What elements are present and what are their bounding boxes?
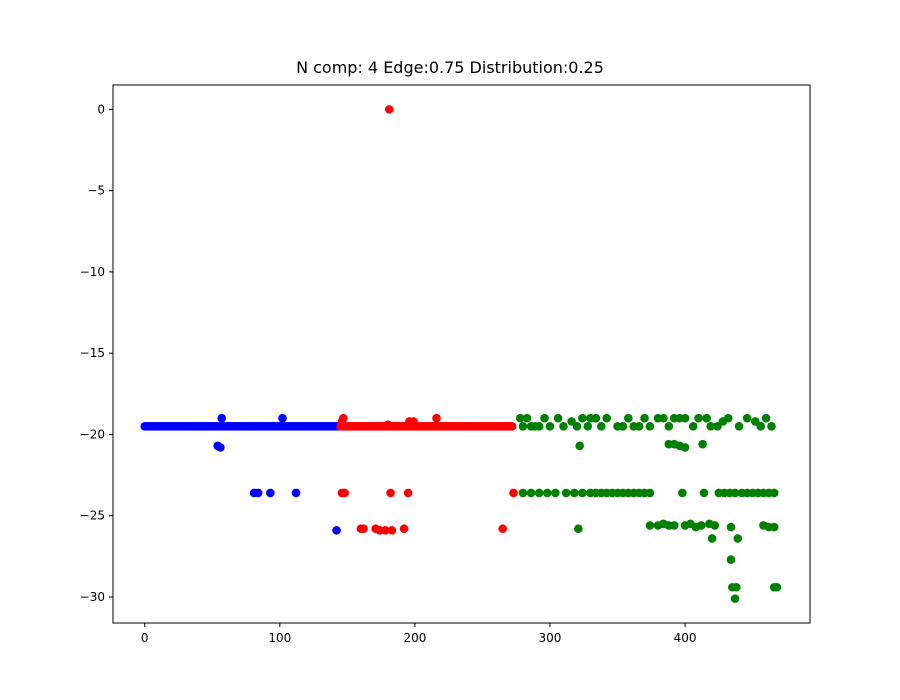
red-point [432, 413, 441, 423]
blue-point [332, 526, 341, 535]
red-point [384, 105, 394, 114]
red-point [498, 524, 507, 534]
y-tick-label: 0 [97, 102, 105, 116]
green-point [578, 413, 587, 423]
green-point [559, 422, 568, 431]
red-point [340, 488, 349, 498]
green-point [710, 521, 720, 530]
red-point [509, 488, 518, 498]
y-tick-label: −10 [80, 265, 105, 279]
red-point [339, 413, 348, 423]
green-point [702, 413, 711, 423]
green-point [634, 422, 644, 431]
green-point [726, 522, 736, 532]
green-point [542, 488, 552, 498]
green-point [515, 413, 525, 423]
green-point [706, 422, 716, 431]
x-tick-label: 100 [268, 631, 291, 645]
green-point [522, 413, 532, 423]
green-point [694, 413, 703, 423]
green-point [730, 594, 740, 603]
green-point [526, 488, 536, 498]
green-point [767, 422, 776, 431]
green-point [569, 488, 579, 498]
x-tick-label: 200 [403, 631, 426, 645]
green-point [518, 422, 528, 431]
green-point [640, 413, 649, 423]
green-point [772, 582, 782, 592]
green-point [726, 555, 736, 564]
green-point [669, 521, 679, 530]
green-point [597, 422, 606, 431]
green-point [732, 582, 741, 592]
green-point [534, 488, 544, 498]
green-point [551, 488, 560, 498]
green-point [730, 488, 740, 498]
green-point [575, 441, 584, 451]
red-point [507, 422, 517, 431]
green-point [769, 522, 779, 532]
plot-frame [112, 84, 811, 624]
green-point [723, 413, 733, 423]
red-point [403, 488, 413, 498]
green-point [680, 413, 690, 423]
chart-title: N comp: 4 Edge:0.75 Distribution:0.25 [296, 58, 604, 77]
green-point [680, 443, 690, 452]
green-point [664, 422, 674, 431]
blue-point [216, 443, 225, 452]
green-point [645, 488, 655, 498]
green-point [645, 521, 655, 530]
red-point [380, 526, 390, 535]
x-tick-label: 300 [539, 631, 562, 645]
green-point [591, 413, 601, 423]
green-point [602, 413, 612, 423]
green-point [545, 422, 555, 431]
green-point [659, 413, 668, 423]
green-point [578, 488, 587, 498]
x-tick-label: 400 [674, 631, 697, 645]
green-point [769, 488, 779, 498]
green-point [553, 413, 563, 423]
green-point [688, 422, 698, 431]
red-point [387, 526, 397, 535]
green-point [645, 422, 655, 431]
blue-point [266, 488, 275, 498]
green-point [698, 439, 707, 449]
green-point [742, 413, 752, 423]
red-point [359, 524, 368, 534]
green-point [756, 422, 765, 431]
blue-point [217, 413, 227, 423]
red-point [383, 420, 393, 430]
red-point [386, 488, 395, 498]
y-tick-label: −30 [80, 590, 105, 604]
green-point [618, 422, 628, 431]
green-point [699, 488, 709, 498]
green-point [561, 488, 571, 498]
green-point [733, 534, 743, 543]
green-point [583, 422, 593, 431]
green-point [572, 422, 582, 431]
y-tick-label: −20 [80, 427, 105, 441]
green-point [734, 422, 744, 431]
green-point [707, 534, 717, 543]
blue-point [291, 488, 301, 498]
y-tick-label: −25 [80, 509, 105, 523]
blue-point [278, 413, 287, 423]
green-point [761, 413, 771, 423]
red-point [409, 417, 418, 426]
green-point [696, 521, 706, 530]
x-tick-label: 0 [141, 631, 149, 645]
green-point [540, 413, 549, 423]
green-point [678, 488, 687, 498]
red-point [399, 524, 409, 534]
blue-point [253, 488, 263, 498]
y-tick-label: −15 [80, 346, 105, 360]
y-tick-label: −5 [87, 184, 105, 198]
green-point [624, 413, 633, 423]
green-point [518, 488, 528, 498]
green-point [574, 524, 583, 534]
green-point [534, 422, 544, 431]
